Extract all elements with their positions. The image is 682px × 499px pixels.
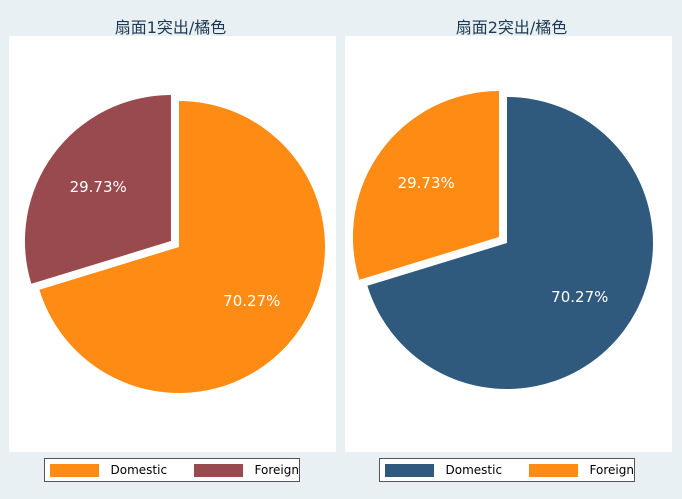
legend-swatch-foreign-1 <box>194 463 243 477</box>
chart-title-1: 扇面1突出/橘色 <box>114 18 227 37</box>
pie-slice-foreign-2 <box>352 91 499 280</box>
chart-title-2: 扇面2突出/橘色 <box>455 18 568 37</box>
legend-2: Domestic Foreign <box>379 458 635 482</box>
legend-label-foreign-1: Foreign <box>254 463 299 477</box>
pie-slice-domestic-1 <box>39 101 326 393</box>
slice-label-domestic-1: 70.27% <box>223 292 280 310</box>
slice-label-domestic-2: 70.27% <box>551 288 608 306</box>
legend-swatch-foreign-2 <box>529 463 578 477</box>
pie-slice-domestic-2 <box>367 97 653 389</box>
slice-label-foreign-2: 29.73% <box>398 174 455 192</box>
slice-label-foreign-1: 29.73% <box>70 178 127 196</box>
pie-chart-1: 70.27% 29.73% <box>24 95 326 393</box>
chart-panel-1: 扇面1突出/橘色 70.27% 29.73% Domestic Foreign <box>9 18 336 482</box>
legend-label-domestic-2: Domestic <box>445 463 503 477</box>
chart-panel-2: 扇面2突出/橘色 70.27% 29.73% Domestic Foreign <box>341 0 682 499</box>
legend-label-foreign-2: Foreign <box>589 463 634 477</box>
legend-swatch-domestic-2 <box>385 463 434 477</box>
legend-1: Domestic Foreign <box>44 458 300 482</box>
legend-label-domestic-1: Domestic <box>110 463 168 477</box>
pie-slice-foreign-1 <box>24 95 171 284</box>
pie-chart-2: 70.27% 29.73% <box>352 91 653 389</box>
legend-swatch-domestic-1 <box>50 463 99 477</box>
